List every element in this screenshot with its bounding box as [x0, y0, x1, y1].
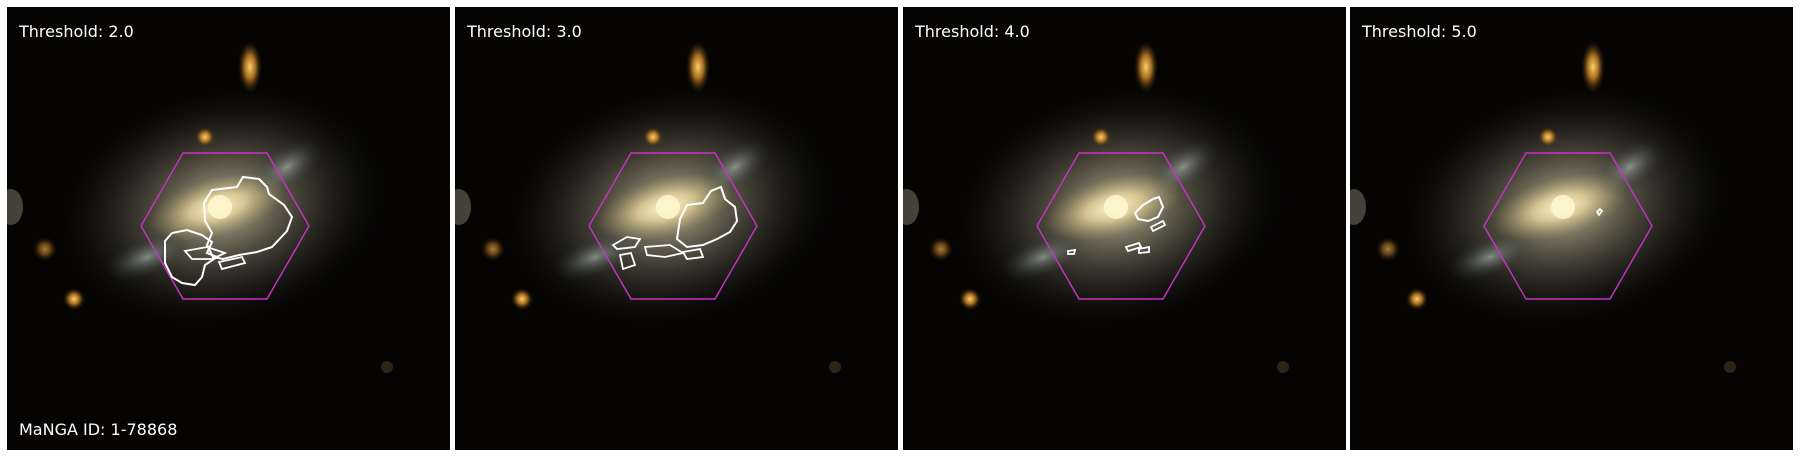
foreground-star [929, 237, 953, 261]
ifu-hexagon-outline [140, 152, 310, 300]
emission-contour-outline [217, 255, 247, 271]
emission-contour-outline [1595, 207, 1604, 217]
image-panel-3: Threshold: 4.0 [903, 7, 1346, 450]
foreground-star [238, 41, 262, 93]
foreground-star [1538, 127, 1558, 147]
foreground-star [195, 127, 215, 147]
faint-source [381, 361, 393, 373]
galaxy-image-3 [903, 7, 1346, 450]
image-panel-4: Threshold: 5.0 [1350, 7, 1793, 450]
foreground-star [63, 288, 85, 310]
foreground-star [481, 237, 505, 261]
threshold-label: Threshold: 2.0 [19, 22, 134, 41]
galaxy-id-label: MaNGA ID: 1-78868 [19, 420, 178, 439]
emission-contour-outline [1124, 241, 1143, 253]
spiral-arm [1447, 232, 1533, 282]
emission-contour-outline [643, 244, 686, 258]
edge-source [1350, 189, 1366, 225]
faint-source [1724, 361, 1736, 373]
foreground-star [1091, 127, 1111, 147]
foreground-star [1581, 41, 1605, 93]
galaxy-core [1104, 195, 1128, 219]
foreground-star [686, 41, 710, 93]
threshold-label: Threshold: 4.0 [915, 22, 1030, 41]
emission-contour-outline [1067, 248, 1077, 255]
spiral-arm [104, 232, 190, 282]
emission-contour-outline [164, 228, 220, 287]
galaxy-core [1551, 195, 1575, 219]
foreground-star [33, 237, 57, 261]
emission-contour-outline [202, 175, 294, 261]
galaxy-image-1 [7, 7, 450, 450]
emission-contour-outline [681, 247, 705, 260]
foreground-star [1406, 288, 1428, 310]
threshold-label: Threshold: 5.0 [1362, 22, 1477, 41]
ifu-hexagon-outline [588, 152, 758, 300]
galaxy-image-2 [455, 7, 898, 450]
galaxy-core [656, 195, 680, 219]
ifu-hexagon-outline [1036, 152, 1206, 300]
image-panel-1: Threshold: 2.0 MaNGA ID: 1-78868 [7, 7, 450, 450]
foreground-star [1134, 41, 1158, 93]
spiral-arm [1000, 232, 1086, 282]
faint-source [829, 361, 841, 373]
emission-contour-outline [183, 246, 228, 260]
spiral-arm [552, 232, 638, 282]
threshold-label: Threshold: 3.0 [467, 22, 582, 41]
image-panel-2: Threshold: 3.0 [455, 7, 898, 450]
galaxy-image-4 [1350, 7, 1793, 450]
ifu-hexagon-outline [1483, 152, 1653, 300]
faint-source [1277, 361, 1289, 373]
foreground-star [1376, 237, 1400, 261]
galaxy-core [208, 195, 232, 219]
foreground-star [511, 288, 533, 310]
emission-contour-outline [1138, 245, 1150, 254]
emission-contour-outline [618, 251, 637, 271]
foreground-star [643, 127, 663, 147]
edge-source [7, 189, 23, 225]
edge-source [903, 189, 919, 225]
emission-contour-outline [611, 236, 642, 250]
foreground-star [959, 288, 981, 310]
emission-contour-outline [1133, 195, 1165, 223]
emission-contour-outline [1149, 219, 1167, 233]
edge-source [455, 189, 471, 225]
emission-contour-outline [675, 185, 739, 249]
